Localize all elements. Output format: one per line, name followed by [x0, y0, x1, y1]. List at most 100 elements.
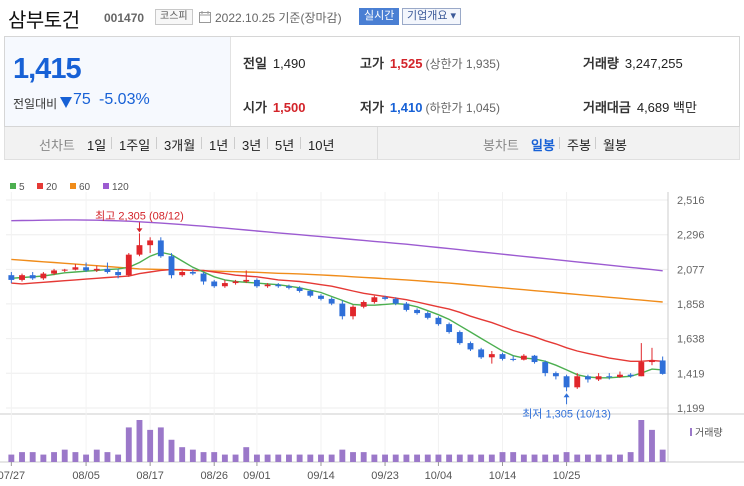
volume-bar [93, 449, 100, 462]
chart-period-tabs: 선차트 1일 1주일 3개월 1년 3년 5년 10년 봉차트 일봉 주봉 월봉 [4, 127, 740, 160]
high-value: 1,525 [389, 56, 423, 71]
volume-bar [478, 454, 485, 462]
low-price: 저가 1,410 (하한가 1,045) [360, 97, 500, 116]
volume-bar [627, 452, 634, 462]
ma120-line [11, 219, 663, 272]
x-tick-label: 07/27 [0, 470, 25, 482]
calendar-icon [199, 11, 211, 23]
low-value: 1,410 [389, 100, 423, 115]
price-summary: 1,415 전일대비 75 -5.03% 전일 1,490 시가 1,500 고가 1… [4, 36, 740, 127]
tab-3year[interactable]: 3년 [242, 138, 262, 153]
change-label: 전일대비 [13, 97, 58, 111]
tab-1week[interactable]: 1주일 [119, 138, 151, 153]
tab-monthly[interactable]: 월봉 [603, 138, 627, 153]
candle-body [552, 373, 559, 377]
ma60-line [11, 258, 663, 303]
tab-daily[interactable]: 일봉 [531, 138, 555, 153]
candle-body [488, 354, 495, 358]
candle-body [520, 355, 527, 360]
candle-body [147, 240, 154, 246]
candle-body [179, 272, 186, 276]
candle-body [617, 374, 623, 378]
volume-bar [318, 454, 324, 462]
candle-body [649, 360, 655, 363]
tab-line-chart[interactable]: 선차트 [39, 138, 75, 153]
candle-body [125, 254, 132, 276]
volume-bar [435, 454, 442, 462]
stock-chart: 5 20 60 120 2,516 2,296 2,077 1,858 1,638 1,419 1,… [0, 172, 744, 486]
candle-body [115, 272, 122, 276]
volume-bar [275, 454, 282, 462]
prev-close-label: 전일 [243, 56, 267, 71]
candle-body [478, 349, 485, 358]
volume-label: 거래량 [583, 56, 619, 71]
candle-body [542, 362, 549, 374]
tab-5year[interactable]: 5년 [275, 138, 295, 153]
market-badge: 코스피 [155, 9, 193, 25]
open-label: 시가 [243, 100, 267, 115]
candle-body [221, 283, 228, 287]
volume-bar [414, 454, 421, 462]
volume-bar [296, 454, 303, 462]
candle-body [606, 376, 613, 378]
candle-body [318, 295, 324, 299]
ma20-line [11, 268, 663, 363]
candle-body [29, 275, 36, 279]
x-tick-label: 09/14 [307, 470, 335, 482]
amount-value: 4,689 백만 [636, 100, 697, 115]
candle-body [339, 303, 346, 317]
volume-bar [72, 452, 79, 462]
volume-bar [147, 429, 154, 462]
volume-value: 3,247,255 [624, 56, 683, 71]
candle-body [510, 358, 517, 360]
candle-body [499, 354, 506, 359]
change-percent: -5.03% [99, 91, 150, 108]
y-tick-label: 1,419 [677, 368, 705, 380]
stock-name[interactable]: 삼부토건 [8, 10, 80, 32]
volume-bar [264, 454, 271, 462]
volume-bar [125, 427, 132, 462]
company-info-dropdown[interactable]: 기업개요 ▾ [402, 8, 462, 25]
volume-bar [510, 452, 517, 462]
tab-1year[interactable]: 1년 [209, 138, 229, 153]
volume-bar [8, 454, 15, 462]
volume-bar [51, 452, 57, 462]
volume-bar [659, 449, 666, 462]
tab-candle-chart[interactable]: 봉차트 [483, 138, 519, 153]
tab-3month[interactable]: 3개월 [164, 138, 196, 153]
candle-body [446, 324, 453, 333]
tab-group-divider [377, 127, 378, 159]
candle-body [40, 273, 47, 279]
legend-swatch-20 [37, 183, 43, 189]
tab-divider [300, 137, 301, 149]
realtime-button[interactable]: 실시간 [359, 8, 400, 25]
candle-body [72, 267, 79, 270]
prev-close-value: 1,490 [272, 56, 306, 71]
volume-bar [253, 454, 260, 462]
volume-label: 거래량 [695, 427, 723, 439]
y-tick-label: 2,296 [677, 230, 705, 242]
stock-code: 001470 [104, 11, 145, 25]
candle-body [243, 279, 250, 282]
candle-body [595, 376, 602, 380]
candle-body [200, 273, 207, 282]
candle-body [264, 284, 271, 287]
candle-body [382, 297, 388, 299]
candle-body [296, 287, 303, 291]
volume-bar [189, 449, 196, 462]
x-tick-label: 09/23 [371, 470, 399, 482]
volume-bar [136, 420, 143, 462]
low-label: 저가 [360, 100, 384, 115]
candle-body [83, 267, 90, 271]
candle-body [307, 290, 314, 296]
volume-bar [168, 439, 175, 462]
volume-bar [61, 449, 68, 462]
candle-body [328, 298, 335, 304]
volume-bar [499, 452, 506, 462]
candle-body [435, 317, 442, 325]
tab-weekly[interactable]: 주봉 [567, 138, 591, 153]
volume-bar [382, 454, 388, 462]
tab-10year[interactable]: 10년 [308, 138, 335, 153]
candle-body [51, 270, 57, 274]
tab-1day[interactable]: 1일 [87, 138, 107, 153]
